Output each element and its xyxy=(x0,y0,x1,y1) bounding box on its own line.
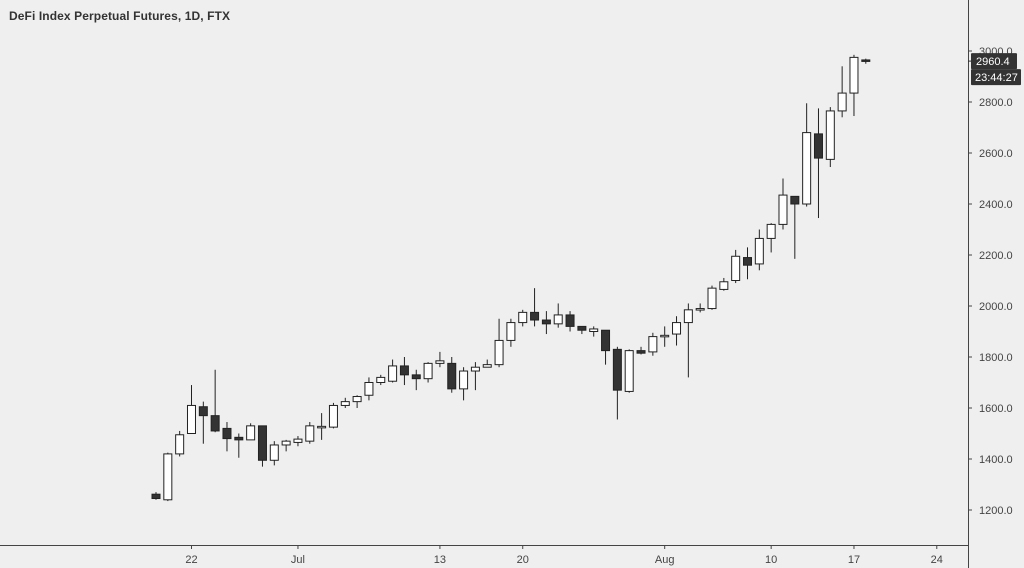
candle-body[interactable] xyxy=(778,194,788,225)
candle-body[interactable] xyxy=(719,281,729,290)
candle-body[interactable] xyxy=(317,425,327,429)
candle-body[interactable] xyxy=(660,334,670,338)
candle-body[interactable] xyxy=(683,309,693,324)
candle-body[interactable] xyxy=(541,319,551,325)
candle-body[interactable] xyxy=(672,322,682,335)
candle-body[interactable] xyxy=(506,322,516,341)
candle-body[interactable] xyxy=(648,336,658,353)
candle-body[interactable] xyxy=(364,382,374,396)
candle-body[interactable] xyxy=(246,425,256,441)
candle-body[interactable] xyxy=(293,438,303,443)
candle-body[interactable] xyxy=(435,360,445,364)
candle-body[interactable] xyxy=(151,493,161,500)
candle-body[interactable] xyxy=(399,365,409,376)
candle-body[interactable] xyxy=(376,376,386,383)
candle-body[interactable] xyxy=(459,370,469,390)
candle-body[interactable] xyxy=(423,362,433,380)
last-price-badge xyxy=(971,53,1017,70)
candle-body[interactable] xyxy=(612,348,622,391)
price-tick-label: 1200.0 xyxy=(979,505,1013,517)
price-tick-label: 1400.0 xyxy=(979,454,1013,466)
candle-body[interactable] xyxy=(305,425,315,442)
candle-body[interactable] xyxy=(175,434,185,455)
candle-body[interactable] xyxy=(388,365,398,382)
candle-body[interactable] xyxy=(518,311,528,324)
price-tick-label: 2000.0 xyxy=(979,301,1013,313)
candle-body[interactable] xyxy=(849,56,859,94)
candle-body[interactable] xyxy=(186,404,196,435)
candle-body[interactable] xyxy=(198,406,208,417)
candle-body[interactable] xyxy=(210,415,220,432)
candle-body[interactable] xyxy=(470,366,480,372)
candle-body[interactable] xyxy=(163,453,173,501)
candle-body[interactable] xyxy=(494,339,504,366)
candle-body[interactable] xyxy=(328,404,338,428)
candle-body[interactable] xyxy=(589,328,599,333)
candle-body[interactable] xyxy=(482,364,492,368)
candle-body[interactable] xyxy=(731,255,741,281)
time-tick-label: Jul xyxy=(291,554,305,566)
countdown-label: 23:44:27 xyxy=(975,72,1018,84)
price-tick-label: 2400.0 xyxy=(979,199,1013,211)
candle-body[interactable] xyxy=(754,237,764,265)
time-tick-label: Aug xyxy=(655,554,675,566)
candle-body[interactable] xyxy=(530,311,540,321)
chart-title: DeFi Index Perpetual Futures, 1D, FTX xyxy=(9,9,231,23)
candle-body[interactable] xyxy=(234,436,244,441)
candle-body[interactable] xyxy=(411,374,421,380)
candle-body[interactable] xyxy=(269,444,279,461)
time-tick-label: 20 xyxy=(517,554,529,566)
candle-body[interactable] xyxy=(340,401,350,406)
candle-body[interactable] xyxy=(352,396,362,403)
candle-body[interactable] xyxy=(257,425,267,461)
candle-body[interactable] xyxy=(565,314,575,327)
candle-body[interactable] xyxy=(222,427,232,440)
candle-body[interactable] xyxy=(695,308,705,311)
candle-body[interactable] xyxy=(281,440,291,446)
time-tick-label: 10 xyxy=(765,554,777,566)
candle-body[interactable] xyxy=(825,110,835,160)
time-tick-label: 17 xyxy=(848,554,860,566)
price-tick-label: 1600.0 xyxy=(979,403,1013,415)
candle-body[interactable] xyxy=(766,223,776,239)
candle-body[interactable] xyxy=(802,132,812,205)
candle-body[interactable] xyxy=(577,325,587,331)
candle-body[interactable] xyxy=(790,195,800,205)
candle-body[interactable] xyxy=(861,59,871,62)
price-tick-label: 2200.0 xyxy=(979,250,1013,262)
candle-body[interactable] xyxy=(813,133,823,159)
price-tick-label: 1800.0 xyxy=(979,352,1013,364)
candle-body[interactable] xyxy=(707,287,717,310)
countdown-badge xyxy=(971,69,1021,86)
candle-body[interactable] xyxy=(837,92,847,112)
last-price-label: 2960.4 xyxy=(976,56,1010,68)
price-tick-label: 2800.0 xyxy=(979,97,1013,109)
candle-body[interactable] xyxy=(553,314,563,325)
time-tick-label: 22 xyxy=(185,554,197,566)
time-tick-label: 24 xyxy=(931,554,943,566)
price-tick-label: 2600.0 xyxy=(979,148,1013,160)
candle-body[interactable] xyxy=(601,329,611,352)
time-tick-label: 13 xyxy=(434,554,446,566)
candle-body[interactable] xyxy=(743,257,752,266)
candle-body[interactable] xyxy=(624,350,634,392)
candle-body[interactable] xyxy=(636,350,646,354)
candle-body[interactable] xyxy=(447,362,457,390)
